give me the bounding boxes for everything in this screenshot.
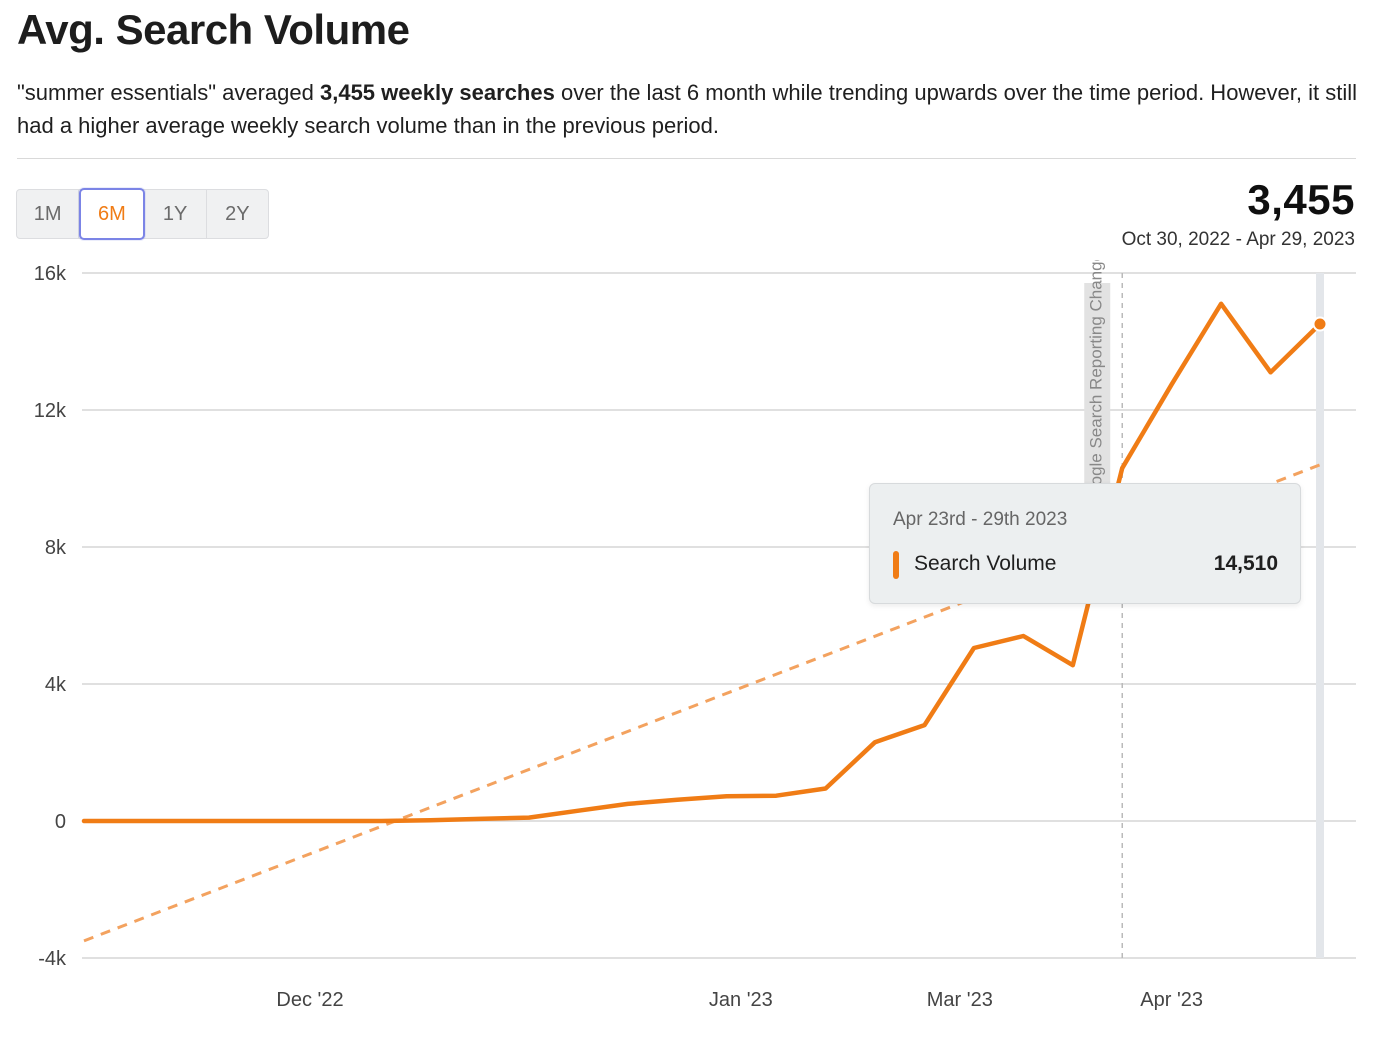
header-divider <box>17 158 1356 159</box>
tooltip-value: 14,510 <box>1213 552 1278 575</box>
y-axis: -4k 0 4k 8k 12k 16k <box>34 263 67 970</box>
range-button-6m[interactable]: 6M <box>79 188 145 240</box>
annotation-label-background <box>1084 283 1111 503</box>
y-tick-label: 8k <box>45 537 67 559</box>
summary-highlight: 3,455 weekly searches <box>319 80 555 105</box>
y-tick-label: 4k <box>45 674 67 696</box>
highlighted-data-point <box>1312 316 1328 332</box>
x-tick-label: Jan '23 <box>709 989 773 1011</box>
summary-pre: "summer essentials" averaged <box>17 80 320 105</box>
summary-post: over the last 6 month while trending upw… <box>17 80 1358 138</box>
chart-grid <box>82 272 1356 959</box>
tooltip-date: Apr 23rd - 29th 2023 <box>893 509 1068 530</box>
reporting-change-annotation: Google Search Reporting Change <box>1084 260 1123 958</box>
time-range-selector: 1M 6M 1Y 2Y <box>16 188 269 240</box>
annotation-label: Google Search Reporting Change <box>1087 260 1106 508</box>
date-range-label: Oct 30, 2022 - Apr 29, 2023 <box>1121 229 1355 250</box>
tooltip-series-swatch <box>893 551 899 579</box>
y-tick-label: 12k <box>34 400 67 422</box>
summary-text: "summer essentials" averaged 3,455 weekl… <box>17 76 1357 142</box>
page-title: Avg. Search Volume <box>17 6 410 53</box>
range-button-1y[interactable]: 1Y <box>145 190 207 238</box>
x-tick-label: Apr '23 <box>1140 989 1203 1011</box>
tooltip-series-name: Search Volume <box>914 552 1057 575</box>
x-tick-label: Mar '23 <box>927 989 993 1011</box>
y-tick-label: -4k <box>38 948 67 970</box>
chart-tooltip: Apr 23rd - 29th 2023 Search Volume 14,51… <box>869 483 1301 604</box>
x-tick-label: Dec '22 <box>276 989 343 1011</box>
range-button-2y[interactable]: 2Y <box>225 202 250 225</box>
y-tick-label: 16k <box>34 263 67 285</box>
hover-indicator <box>1316 273 1324 958</box>
average-value: 3,455 <box>1247 176 1355 223</box>
y-tick-label: 0 <box>55 811 66 833</box>
range-button-1m[interactable]: 1M <box>17 190 80 238</box>
hover-bar <box>1316 273 1324 958</box>
